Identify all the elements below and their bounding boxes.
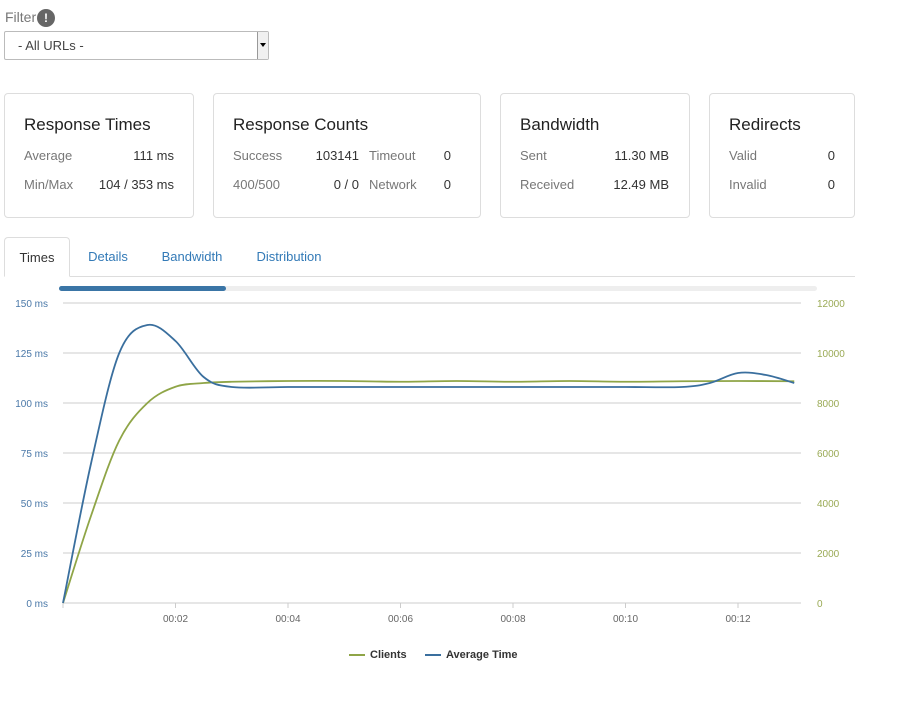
url-filter-value: - All URLs - xyxy=(18,38,84,53)
average-time-series-line xyxy=(62,323,795,604)
success-label: Success xyxy=(233,148,283,163)
exclamation-icon[interactable]: ! xyxy=(37,9,55,27)
tab-times[interactable]: Times xyxy=(4,237,70,277)
received-value: 12.49 MB xyxy=(613,177,669,192)
invalid-value: 0 xyxy=(827,177,835,192)
response-counts-card: Response Counts Success 103141 Timeout 0… xyxy=(213,93,481,218)
left-axis-tick-label: 25 ms xyxy=(21,549,48,560)
left-axis-tick-label: 0 ms xyxy=(26,599,48,610)
bandwidth-card: Bandwidth Sent 11.30 MB Received 12.49 M… xyxy=(500,93,690,218)
network-label: Network xyxy=(369,177,417,192)
legend-item-clients[interactable]: Clients xyxy=(349,649,407,661)
average-time-legend-swatch xyxy=(425,654,441,657)
errors-label: 400/500 xyxy=(233,177,280,192)
minmax-label: Min/Max xyxy=(24,177,74,192)
valid-value: 0 xyxy=(827,148,835,163)
invalid-label: Invalid xyxy=(729,177,767,192)
minmax-value: 104 / 353 ms xyxy=(98,177,174,192)
x-axis-tick-label: 00:12 xyxy=(725,614,750,625)
average-label: Average xyxy=(24,148,73,163)
average-value: 111 ms xyxy=(133,148,174,163)
card-title: Response Times xyxy=(24,115,151,134)
card-title: Redirects xyxy=(729,115,801,134)
url-filter-select[interactable]: - All URLs - xyxy=(4,31,269,60)
sent-label: Sent xyxy=(520,148,547,163)
x-axis-tick-label: 00:02 xyxy=(163,614,188,625)
response-times-card: Response Times Average 111 ms Min/Max 10… xyxy=(4,93,194,218)
received-label: Received xyxy=(520,177,575,192)
x-axis-tick-label: 00:06 xyxy=(388,614,413,625)
sent-value: 11.30 MB xyxy=(614,148,669,163)
card-title: Response Counts xyxy=(233,115,369,134)
times-chart: 0 ms 25 ms 50 ms 75 ms 100 ms 125 ms 150 ms 0 2… xyxy=(15,299,845,625)
left-axis-tick-label: 50 ms xyxy=(21,499,48,510)
legend-label: Clients xyxy=(370,649,407,661)
success-value: 103141 xyxy=(315,148,359,163)
right-axis-tick-label: 4000 xyxy=(817,499,840,510)
x-axis-tick-label: 00:04 xyxy=(275,614,300,625)
timeout-value: 0 xyxy=(443,148,451,163)
filter-label: Filter xyxy=(5,9,37,25)
network-value: 0 xyxy=(443,177,451,192)
tab-distribution[interactable]: Distribution xyxy=(256,249,322,264)
card-title: Bandwidth xyxy=(520,115,600,134)
legend-item-average-time[interactable]: Average Time xyxy=(425,649,518,661)
right-axis-tick-label: 6000 xyxy=(817,449,840,460)
x-axis-tick-label: 00:10 xyxy=(613,614,638,625)
test-progress-fill xyxy=(59,286,226,291)
valid-label: Valid xyxy=(729,148,757,163)
left-axis-tick-label: 125 ms xyxy=(15,349,48,360)
errors-value: 0 / 0 xyxy=(333,177,359,192)
result-tabs: Times Details Bandwidth Distribution xyxy=(4,237,855,277)
redirects-card: Redirects Valid 0 Invalid 0 xyxy=(709,93,855,218)
clients-series-line xyxy=(62,380,795,604)
legend-label: Average Time xyxy=(446,649,518,661)
left-axis-tick-label: 75 ms xyxy=(21,449,48,460)
right-axis-tick-label: 10000 xyxy=(817,349,845,360)
right-axis-tick-label: 2000 xyxy=(817,549,840,560)
x-axis-tick-label: 00:08 xyxy=(500,614,525,625)
test-progress-bar xyxy=(59,286,817,291)
right-axis-tick-label: 0 xyxy=(817,599,823,610)
right-axis-tick-label: 8000 xyxy=(817,399,840,410)
timeout-label: Timeout xyxy=(369,148,416,163)
chevron-down-icon[interactable] xyxy=(257,32,268,59)
clients-legend-swatch xyxy=(349,654,365,657)
right-axis-tick-label: 12000 xyxy=(817,299,845,310)
tab-details[interactable]: Details xyxy=(88,249,128,264)
left-axis-tick-label: 150 ms xyxy=(15,299,48,310)
left-axis-tick-label: 100 ms xyxy=(15,399,48,410)
tab-bandwidth[interactable]: Bandwidth xyxy=(161,249,223,264)
